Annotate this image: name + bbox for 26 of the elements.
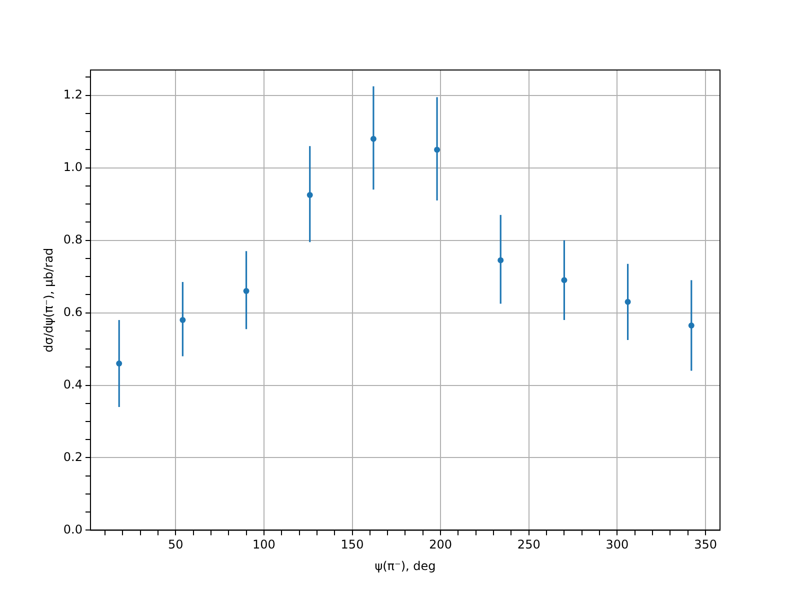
point bbox=[561, 277, 568, 284]
y-tick-label: 1.0 bbox=[63, 160, 82, 174]
x-tick-label: 300 bbox=[606, 538, 629, 552]
x-tick-label: 100 bbox=[252, 538, 276, 552]
y-tick-label: 0.0 bbox=[63, 522, 82, 536]
x-axis-title: ψ(π⁻), deg bbox=[374, 558, 436, 573]
y-tick-label: 0.6 bbox=[63, 304, 82, 319]
point bbox=[498, 257, 504, 264]
point bbox=[624, 298, 631, 305]
x-tick-label: 350 bbox=[694, 538, 717, 552]
x-tick-label: 150 bbox=[340, 538, 364, 552]
point bbox=[116, 360, 122, 367]
x-tick-label: 200 bbox=[429, 538, 452, 552]
point bbox=[434, 146, 440, 153]
x-tick-label: 250 bbox=[517, 538, 540, 552]
point bbox=[688, 322, 694, 328]
y-tick-label: 0.8 bbox=[63, 232, 82, 246]
point bbox=[180, 317, 186, 324]
point bbox=[243, 288, 250, 294]
point bbox=[306, 192, 313, 198]
y-axis-title: dσ/dψ(π⁻), μb/rad bbox=[41, 248, 56, 352]
y-tick-label: 1.2 bbox=[63, 87, 82, 102]
x-tick-label: 50 bbox=[168, 538, 184, 552]
y-tick-label: 0.4 bbox=[63, 377, 82, 392]
point bbox=[370, 136, 376, 142]
y-tick-label: 0.2 bbox=[63, 450, 82, 464]
